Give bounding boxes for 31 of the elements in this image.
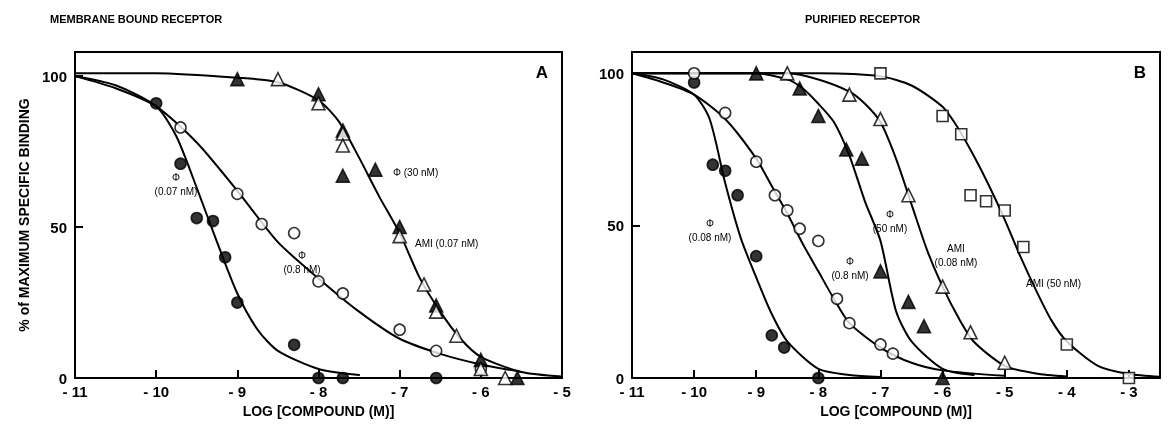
x-tick-label: - 5 [995,383,1014,400]
x-tick-label: - 5 [553,383,571,400]
x-tick-label: - 7 [871,383,890,400]
y-tick-label: 50 [50,218,67,236]
y-tick-label: 100 [41,67,67,85]
annotation: Φ (0.08 nM) [688,217,732,243]
x-tick-label: - 8 [309,383,328,400]
x-tick-label: - 8 [809,383,828,400]
y-tick-label: 50 [607,217,624,235]
annotation: Φ (30 nM) [393,166,439,178]
x-axis-title: LOG [COMPOUND (M)] [242,403,395,419]
annotation: Φ (0.8 nM) [831,255,869,281]
x-tick-label: - 7 [390,383,409,400]
x-tick-label: - 10 [143,383,170,400]
x-axis-title: LOG [COMPOUND (M)] [820,403,972,419]
annotation: AMI (0.07 nM) [415,237,479,249]
chart-title: MEMBRANE BOUND RECEPTOR [50,12,223,25]
annotation: Φ (0.07 nM) [154,171,198,197]
x-tick-label: - 3 [1120,383,1138,400]
annotation: A [535,63,548,82]
chart-title: PURIFIED RECEPTOR [805,12,921,25]
x-tick-label: - 9 [228,383,247,400]
y-tick-label: 100 [598,64,624,82]
x-tick-label: - 9 [747,383,765,400]
annotation: B [1133,63,1146,82]
x-tick-label: - 6 [933,383,952,400]
y-axis-title: % of MAXIMUM SPECIFIC BINDING [16,98,33,332]
x-tick-label: - 10 [681,383,708,400]
x-tick-label: - 6 [472,383,490,400]
x-tick-label: - 4 [1058,383,1077,400]
annotation: AMI (0.08 nM) [934,242,978,268]
